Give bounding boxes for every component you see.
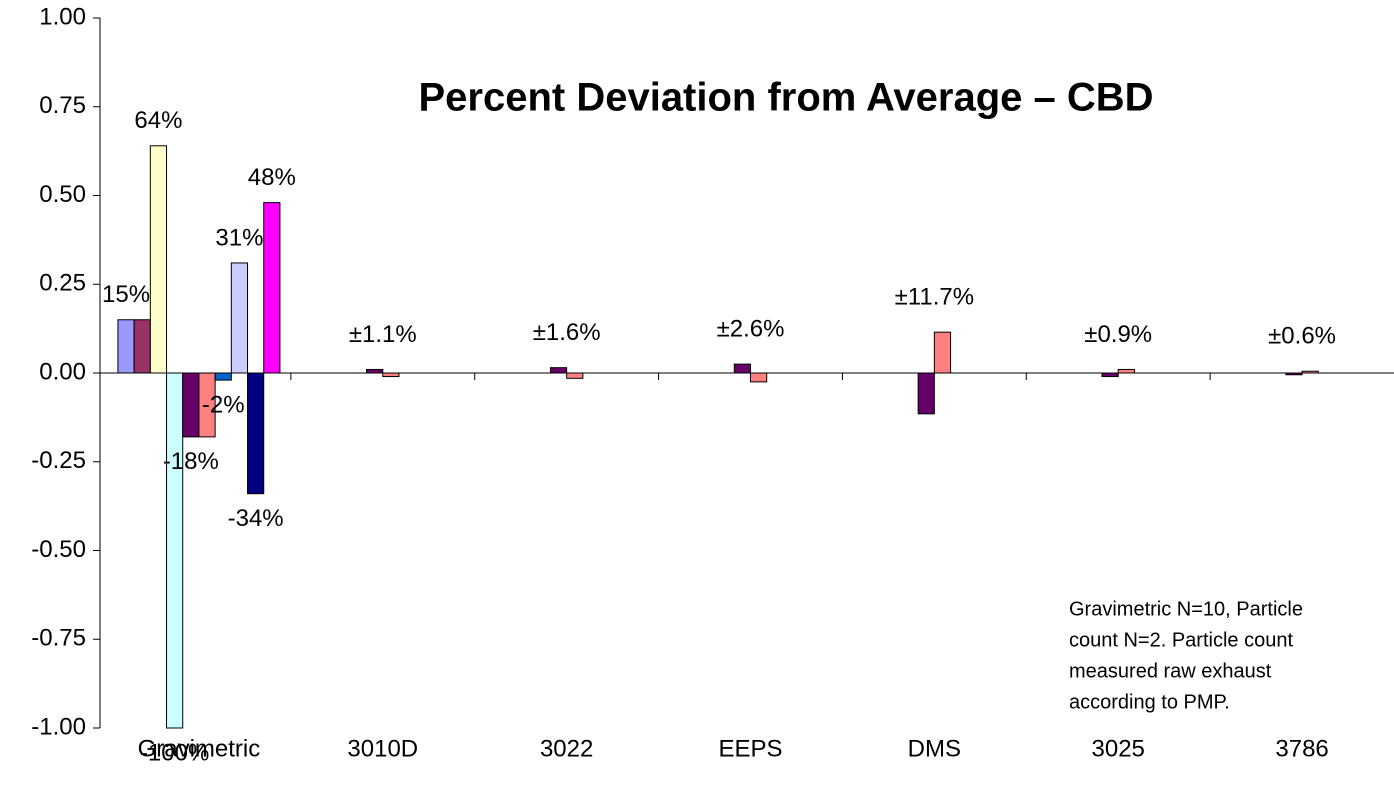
data-label: 48% <box>248 164 296 191</box>
note-text: count N=2. Particle count <box>1069 629 1293 651</box>
bar <box>198 372 216 438</box>
bar <box>263 202 281 374</box>
y-tick-label: -0.25 <box>31 447 86 474</box>
category-note: ±1.6% <box>533 319 601 346</box>
data-label: 15% <box>102 281 150 308</box>
category-note: ±11.7% <box>895 284 974 311</box>
bar <box>750 372 768 383</box>
y-tick-label: -0.50 <box>31 536 86 563</box>
category-note: ±0.9% <box>1084 321 1152 348</box>
data-label: 31% <box>215 224 263 251</box>
bar <box>1285 372 1303 376</box>
bar <box>1117 368 1135 374</box>
bar <box>247 372 265 495</box>
x-tick-label: 3010D <box>347 735 418 762</box>
bar <box>166 372 184 729</box>
bar <box>733 363 751 374</box>
bar <box>1101 372 1119 378</box>
bar <box>133 319 151 374</box>
x-tick-label: 3025 <box>1092 735 1145 762</box>
note-text: measured raw exhaust <box>1069 660 1272 682</box>
bar <box>366 368 384 374</box>
y-tick-label: 0.25 <box>39 270 86 297</box>
bar <box>1301 370 1319 374</box>
data-label: -18% <box>163 448 219 475</box>
y-tick-label: 0.00 <box>39 358 86 385</box>
x-tick-label: 3786 <box>1275 735 1328 762</box>
bar <box>149 145 168 374</box>
data-label: -34% <box>228 505 284 532</box>
bar <box>117 319 135 374</box>
bar <box>917 372 935 415</box>
category-note: ±2.6% <box>717 315 785 342</box>
bar <box>214 372 232 381</box>
data-label: -2% <box>202 391 245 418</box>
y-tick-label: 0.75 <box>39 92 86 119</box>
y-tick-label: 0.50 <box>39 181 86 208</box>
category-note: ±0.6% <box>1268 323 1336 350</box>
bar <box>382 372 400 378</box>
x-tick-label: DMS <box>908 735 961 762</box>
bar <box>933 331 952 374</box>
data-label: 64% <box>134 107 182 134</box>
data-label: -100% <box>140 739 209 766</box>
bar <box>566 372 584 379</box>
y-tick-label: -1.00 <box>31 713 86 740</box>
y-tick-label: 1.00 <box>39 3 86 30</box>
bar <box>182 372 200 438</box>
x-tick-label: 3022 <box>540 735 593 762</box>
y-tick-label: -0.75 <box>31 625 86 652</box>
x-tick-label: Gravimetric <box>138 735 261 762</box>
bar <box>549 367 568 374</box>
chart-title: Percent Deviation from Average – CBD <box>418 76 1153 120</box>
bar <box>230 262 249 374</box>
note-text: according to PMP. <box>1069 691 1230 713</box>
category-note: ±1.1% <box>349 321 417 348</box>
note-text: Gravimetric N=10, Particle <box>1069 598 1303 620</box>
x-tick-label: EEPS <box>718 735 782 762</box>
